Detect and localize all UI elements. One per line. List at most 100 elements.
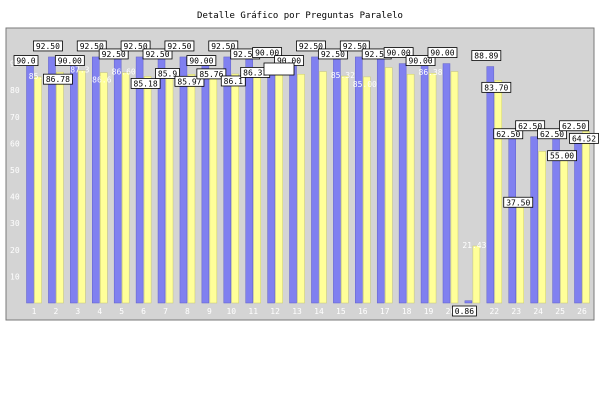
bar-series-2 — [472, 245, 481, 304]
data-label-series-1: 0.86 — [455, 307, 474, 316]
bar-series-2 — [516, 203, 524, 304]
bar-series-1 — [245, 56, 253, 304]
bar-series-1 — [201, 63, 210, 304]
data-label-series-2: 85.76 — [199, 70, 223, 79]
data-label-series-1: 62.50 — [496, 130, 520, 139]
data-label-series-1: 90.00 — [58, 57, 82, 66]
y-tick-label: 20 — [10, 246, 20, 255]
bar-series-1 — [157, 56, 166, 304]
data-label-box — [33, 40, 63, 52]
data-label-box — [196, 68, 227, 80]
bar-series-1 — [223, 56, 232, 304]
x-tick-label: 4 — [97, 307, 102, 316]
bar-series-1 — [179, 56, 188, 304]
bar-series-1 — [48, 56, 56, 304]
data-label-box — [98, 48, 129, 60]
data-label-series-1: 92.50 — [167, 42, 191, 51]
bar-series-2 — [319, 71, 327, 304]
data-label-box — [339, 40, 370, 52]
y-tick-label: 10 — [10, 272, 20, 281]
x-tick-label: 18 — [402, 307, 412, 316]
bar-series-1 — [530, 136, 538, 304]
data-label-series-1: 92.50 — [233, 50, 257, 59]
y-tick-label: 30 — [10, 219, 20, 228]
data-label-series-1: 92.50 — [211, 42, 235, 51]
bar-series-1 — [113, 56, 122, 304]
data-label-series-1: 92.50 — [321, 50, 345, 59]
data-label-series-2: 55.00 — [550, 152, 574, 161]
data-label-box — [174, 75, 205, 87]
data-label-series-2: 21.43 — [462, 241, 486, 250]
data-label-series-2: 85.00 — [353, 80, 377, 89]
data-label-series-2: 83.70 — [484, 83, 508, 92]
data-label-box — [547, 150, 577, 162]
data-label-series-2: 86.1 — [224, 77, 243, 86]
x-tick-label: 11 — [248, 307, 258, 316]
bar-series-1 — [420, 63, 429, 304]
data-label-series-1: 92.50 — [343, 42, 367, 51]
data-label-box — [186, 55, 217, 66]
x-tick-label: 1 — [32, 307, 37, 316]
data-label-box — [471, 50, 502, 61]
bar-series-2 — [363, 76, 371, 304]
bar-series-2 — [341, 75, 349, 304]
data-label-box — [481, 81, 512, 93]
x-tick-label: 14 — [314, 307, 324, 316]
data-label-box — [559, 120, 589, 132]
bar-series-1 — [26, 63, 34, 304]
y-tick-label: 80 — [10, 86, 20, 95]
data-label-box — [317, 48, 348, 60]
y-axis: 102030405060708090 — [10, 60, 20, 282]
x-tick-label: 10 — [226, 307, 236, 316]
bar-series-2 — [187, 74, 196, 304]
data-label-box — [503, 196, 534, 208]
bar-series-2 — [143, 76, 152, 304]
data-label-series-2: 87.3 — [70, 66, 89, 75]
x-tick-label: 2 — [54, 307, 59, 316]
data-label-series-1: 88.89 — [474, 52, 498, 61]
bar-series-1 — [376, 56, 385, 304]
data-label-series-1: 90.00 — [277, 57, 301, 66]
bar-series-2 — [253, 73, 261, 304]
data-label-series-1: 92.50 — [145, 50, 169, 59]
data-label-box — [76, 40, 107, 52]
empty-label-box — [263, 62, 295, 76]
data-label-series-1: 62.50 — [562, 122, 586, 131]
data-label-box — [451, 305, 477, 317]
data-label-series-2: 85.18 — [134, 79, 158, 88]
data-label-series-1: 90.0 — [16, 57, 35, 66]
data-label-box — [164, 40, 195, 52]
bar-series-1 — [311, 56, 319, 304]
bar-series-2 — [209, 74, 218, 304]
data-label-box — [405, 55, 436, 66]
data-label-box — [569, 132, 599, 144]
bars-group — [26, 56, 590, 304]
data-label-series-1: 92.50 — [124, 42, 148, 51]
data-label-series-2: 85. — [29, 72, 43, 81]
bar-series-1 — [333, 56, 341, 304]
bar-series-2 — [34, 76, 42, 304]
data-label-series-1: 92.50 — [36, 42, 60, 51]
data-label-box — [130, 78, 161, 89]
x-tick-label: 9 — [207, 307, 212, 316]
data-label-series-2: 86.60 — [112, 68, 136, 77]
data-label-series-2: 85.32 — [331, 71, 355, 80]
data-label-box — [155, 68, 180, 79]
data-label-box — [54, 55, 85, 66]
x-tick-label: 15 — [336, 307, 346, 316]
data-label-box — [427, 47, 458, 58]
bar-series-1 — [398, 63, 407, 304]
data-label-series-1: 92.50 — [365, 50, 389, 59]
bar-series-1 — [135, 56, 144, 304]
data-label-series-1: 92.50 — [299, 42, 323, 51]
x-axis: 1234567891011121314151617181920212223242… — [32, 307, 587, 316]
data-label-series-2: 86.38 — [419, 68, 443, 77]
x-tick-label: 7 — [163, 307, 168, 316]
data-label-box — [296, 40, 326, 52]
data-label-box — [13, 55, 39, 66]
bar-series-2 — [275, 73, 283, 304]
y-tick-label: 70 — [10, 113, 20, 122]
bar-series-2 — [231, 73, 240, 304]
data-label-box — [142, 48, 173, 60]
